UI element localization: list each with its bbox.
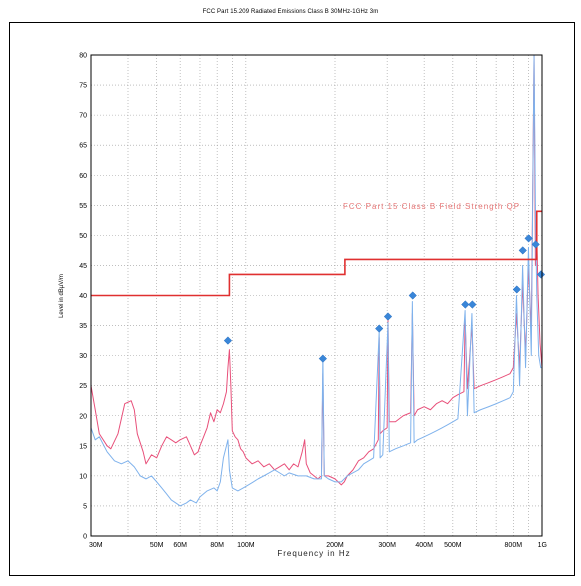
x-tick-label: 50M — [150, 542, 164, 549]
y-tick-label: 0 — [83, 534, 87, 541]
peak-marker — [461, 300, 470, 309]
x-tick-label: 800M — [505, 542, 523, 549]
peak-marker — [531, 240, 540, 249]
y-tick-label: 70 — [79, 113, 87, 120]
chart-frame — [9, 22, 575, 576]
x-tick-label: 400M — [415, 542, 433, 549]
y-tick-label: 30 — [79, 353, 87, 360]
x-tick-label: 1G — [538, 542, 547, 549]
peak-marker — [468, 300, 477, 309]
marker-layer — [223, 234, 546, 363]
x-tick-label: 500M — [444, 542, 462, 549]
x-tick-label: 30M — [89, 542, 103, 549]
series-layer — [90, 54, 543, 507]
plot-border — [90, 54, 543, 537]
peak-marker — [524, 234, 533, 243]
peak-marker — [375, 324, 384, 333]
y-tick-label: 50 — [79, 233, 87, 240]
chart-title: FCC Part 15.209 Radiated Emissions Class… — [202, 9, 379, 15]
series-line-2 — [90, 54, 542, 507]
x-tick-label: 80M — [210, 542, 224, 549]
x-tick-label: 200M — [326, 542, 344, 549]
x-axis-label: Frequency in Hz — [277, 549, 350, 558]
y-tick-label: 20 — [79, 413, 87, 420]
y-tick-label: 80 — [79, 53, 87, 60]
y-tick-label: 60 — [79, 173, 87, 180]
limit-line — [91, 210, 542, 297]
series-line-1 — [90, 54, 543, 486]
peak-marker — [536, 270, 546, 279]
y-tick-label: 10 — [79, 473, 87, 480]
peak-marker — [383, 312, 393, 321]
y-tick-label: 55 — [79, 203, 87, 210]
y-tick-label: 35 — [79, 323, 87, 330]
peak-marker — [512, 285, 521, 294]
axis-layer: 0 5 10 15 20 25 30 35 40 45 50 55 60 65 70 75 80 30M 50M 60… — [79, 53, 547, 550]
y-tick-label: 75 — [79, 83, 87, 90]
y-tick-label: 65 — [79, 143, 87, 150]
y-tick-label: 40 — [79, 293, 87, 300]
y-tick-label: 5 — [83, 503, 87, 510]
peak-marker — [318, 354, 328, 363]
peak-marker — [223, 336, 233, 345]
y-tick-label: 15 — [79, 443, 87, 450]
x-tick-label: 300M — [378, 542, 396, 549]
x-tick-label: 100M — [237, 542, 255, 549]
limit-line-label: FCC Part 15 Class B Field Strength QP — [343, 202, 520, 211]
peak-marker — [518, 246, 527, 255]
x-tick-label: 60M — [173, 542, 187, 549]
y-tick-label: 45 — [79, 263, 87, 270]
y-tick-label: 25 — [79, 383, 87, 390]
limit-layer — [91, 210, 542, 297]
y-axis-label: Level in dBµV/m — [59, 274, 65, 318]
peak-marker — [408, 291, 417, 300]
